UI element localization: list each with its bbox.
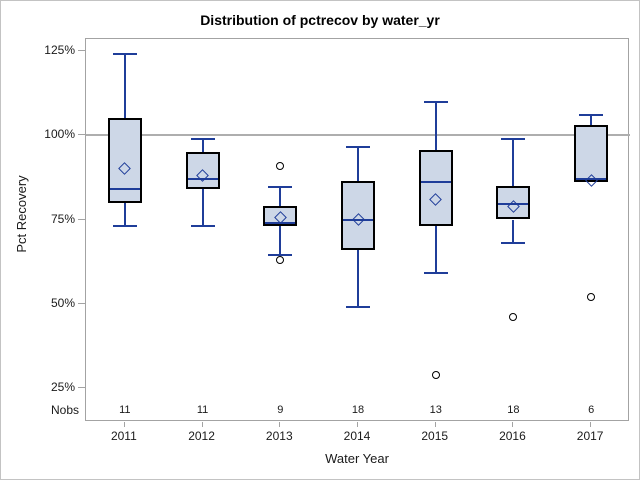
median-line bbox=[420, 181, 451, 184]
y-tick-mark bbox=[78, 134, 85, 136]
upper-whisker-line bbox=[434, 101, 437, 151]
chart-title: Distribution of pctrecov by water_yr bbox=[200, 12, 440, 28]
y-tick-label: 100% bbox=[44, 127, 75, 142]
x-tick-mark bbox=[201, 422, 203, 427]
upper-whisker-cap bbox=[501, 137, 526, 140]
iqr-box bbox=[185, 152, 220, 190]
lower-whisker-cap bbox=[112, 225, 137, 228]
lower-whisker-line bbox=[123, 202, 126, 227]
nobs-value: 18 bbox=[507, 404, 520, 416]
lower-whisker-line bbox=[279, 226, 282, 255]
lower-whisker-line bbox=[357, 249, 359, 308]
x-tick-label: 2017 bbox=[576, 429, 604, 443]
upper-whisker-cap bbox=[579, 114, 604, 117]
y-tick-label: 75% bbox=[50, 211, 75, 226]
x-tick-mark bbox=[590, 422, 592, 427]
lower-whisker-cap bbox=[501, 242, 526, 245]
outlier-point bbox=[509, 313, 518, 322]
median-line bbox=[498, 203, 529, 206]
nobs-value: 9 bbox=[277, 404, 284, 416]
x-tick-label: 2011 bbox=[110, 429, 137, 443]
x-tick-label: 2016 bbox=[499, 429, 526, 443]
outlier-point bbox=[276, 161, 285, 170]
nobs-value: 11 bbox=[196, 404, 209, 416]
upper-whisker-cap bbox=[346, 146, 370, 149]
nobs-value: 6 bbox=[588, 404, 595, 416]
reference-line-100pct bbox=[86, 134, 630, 137]
nobs-row-label: Nobs bbox=[50, 403, 79, 417]
y-tick-label: 125% bbox=[44, 43, 75, 57]
iqr-box bbox=[341, 180, 375, 250]
x-tick-mark bbox=[123, 422, 125, 427]
x-tick-mark bbox=[279, 422, 281, 427]
median-line bbox=[576, 178, 607, 181]
x-tick-mark bbox=[512, 422, 514, 427]
lower-whisker-line bbox=[201, 189, 204, 227]
x-tick-mark bbox=[434, 422, 436, 427]
upper-whisker-line bbox=[123, 54, 126, 119]
y-axis-label: Pct Recovery bbox=[14, 175, 29, 253]
upper-whisker-cap bbox=[112, 53, 137, 56]
median-line bbox=[109, 188, 140, 191]
x-tick-mark bbox=[357, 422, 358, 427]
median-line bbox=[265, 221, 296, 224]
nobs-value: 18 bbox=[351, 404, 365, 416]
y-tick-mark bbox=[78, 387, 85, 388]
median-line bbox=[343, 218, 373, 221]
plot-area: 11 11 9 18 13 18 6 bbox=[85, 38, 630, 421]
upper-whisker-line bbox=[590, 115, 593, 126]
nobs-value: 13 bbox=[429, 404, 442, 416]
iqr-box bbox=[496, 185, 531, 220]
x-axis-label: Water Year bbox=[325, 451, 389, 466]
lower-whisker-cap bbox=[423, 272, 448, 275]
iqr-box bbox=[574, 125, 609, 183]
y-tick-mark bbox=[78, 50, 85, 51]
upper-whisker-line bbox=[357, 147, 359, 181]
y-tick-label: 50% bbox=[50, 295, 75, 310]
lower-whisker-cap bbox=[268, 253, 293, 256]
lower-whisker-line bbox=[434, 226, 437, 274]
x-tick-label: 2012 bbox=[188, 429, 215, 443]
upper-whisker-line bbox=[279, 187, 282, 207]
upper-whisker-line bbox=[512, 138, 515, 186]
x-tick-label: 2013 bbox=[265, 429, 293, 443]
upper-whisker-cap bbox=[268, 186, 293, 189]
iqr-box bbox=[418, 150, 453, 227]
lower-whisker-cap bbox=[346, 306, 370, 309]
outlier-point bbox=[431, 370, 440, 379]
outlier-point bbox=[276, 255, 285, 264]
upper-whisker-cap bbox=[423, 100, 448, 103]
lower-whisker-line bbox=[512, 219, 515, 244]
y-tick-mark bbox=[78, 302, 85, 304]
outlier-point bbox=[587, 293, 596, 301]
y-tick-mark bbox=[78, 218, 85, 220]
x-tick-label: 2014 bbox=[343, 429, 371, 443]
iqr-box bbox=[263, 206, 298, 227]
y-tick-label: 25% bbox=[50, 380, 75, 394]
upper-whisker-cap bbox=[190, 137, 215, 140]
upper-whisker-line bbox=[201, 138, 204, 153]
median-line bbox=[187, 178, 218, 181]
nobs-value: 11 bbox=[119, 404, 131, 416]
lower-whisker-cap bbox=[190, 225, 215, 228]
x-tick-label: 2015 bbox=[421, 429, 449, 443]
